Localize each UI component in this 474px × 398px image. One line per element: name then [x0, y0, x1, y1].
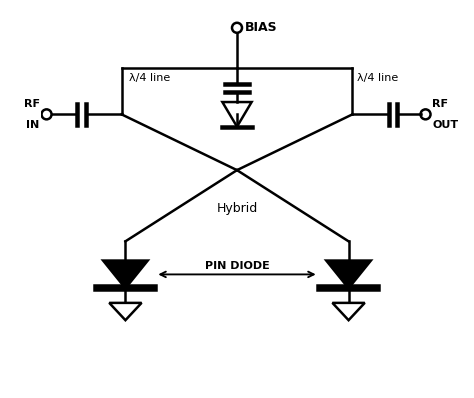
- Text: OUT: OUT: [432, 120, 458, 130]
- Text: RF: RF: [24, 99, 40, 109]
- Polygon shape: [326, 261, 371, 288]
- Text: λ/4 line: λ/4 line: [128, 73, 170, 83]
- Text: λ/4 line: λ/4 line: [357, 73, 398, 83]
- Text: RF: RF: [432, 99, 448, 109]
- Text: BIAS: BIAS: [245, 21, 277, 34]
- Polygon shape: [103, 261, 148, 288]
- Text: Hybrid: Hybrid: [216, 202, 258, 215]
- Text: IN: IN: [27, 120, 40, 130]
- Text: PIN DIODE: PIN DIODE: [205, 261, 269, 271]
